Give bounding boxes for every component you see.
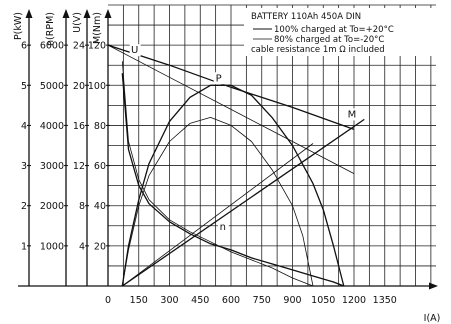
y-tick-label: 2000 xyxy=(40,201,64,212)
y-tick-label: 20 xyxy=(73,81,85,92)
curve-label: M xyxy=(348,109,357,120)
curve-n-80 xyxy=(121,61,314,287)
legend-title: BATTERY 110Ah 450A DIN xyxy=(251,12,361,22)
curve-u-100 xyxy=(107,44,355,131)
legend-text-cable: cable resistance 1m Ω included xyxy=(251,45,385,55)
y-tick-label: 100 xyxy=(88,81,106,92)
y-axis-arrow xyxy=(62,9,70,18)
y-tick-label: 3000 xyxy=(40,161,64,172)
x-axis-arrow xyxy=(429,282,438,290)
x-tick-label: 900 xyxy=(283,295,301,306)
curve-p-100 xyxy=(121,84,345,287)
curve-label: P xyxy=(216,73,222,84)
y-axis-arrow xyxy=(104,9,112,18)
x-tick-label: 750 xyxy=(253,295,271,306)
y-axis-label: P(kW) xyxy=(13,12,24,40)
x-tick-label: 150 xyxy=(130,295,148,306)
y-tick-label: 4 xyxy=(21,121,27,132)
y-tick-label: 4000 xyxy=(40,121,64,132)
y-tick-label: 80 xyxy=(94,121,106,132)
y-axis-label: M(Nm) xyxy=(92,12,103,44)
curve-label-bg xyxy=(346,108,358,121)
y-tick-label: 24 xyxy=(73,41,85,52)
x-tick-label: 0 xyxy=(105,295,111,306)
y-tick-label: 5 xyxy=(21,81,27,92)
y-tick-label: 40 xyxy=(94,201,106,212)
y-tick-label: 3 xyxy=(21,161,27,172)
curve-m-100 xyxy=(121,118,365,287)
x-tick-label: 1350 xyxy=(373,295,397,306)
curves: U P Mn xyxy=(107,44,365,287)
y-tick-label: 6000 xyxy=(40,41,64,52)
y-tick-label: 5000 xyxy=(40,81,64,92)
y-tick-label: 16 xyxy=(73,121,85,132)
curve-u-80 xyxy=(107,44,355,174)
x-tick-label: 600 xyxy=(222,295,240,306)
curve-p-80 xyxy=(121,117,314,287)
y-axis-label: n(RPM) xyxy=(45,12,56,46)
y-tick-label: 1000 xyxy=(40,241,64,252)
curve-label-bg xyxy=(129,44,141,57)
y-tick-label: 120 xyxy=(88,41,106,52)
y-tick-label: 12 xyxy=(73,161,85,172)
x-tick-label: 300 xyxy=(160,295,178,306)
y-axis-arrow xyxy=(83,9,91,18)
y-axis-arrow xyxy=(25,9,33,18)
y-axis-label: U(V) xyxy=(72,12,83,33)
y-tick-label: 1 xyxy=(21,241,27,252)
y-tick-label: 4 xyxy=(79,241,85,252)
axes: 0 150 300 450 600 750 900 1050 1200 1350 I(A) P(kW)… xyxy=(13,9,440,324)
y-tick-label: 6 xyxy=(21,41,27,52)
curve-label-bg xyxy=(217,220,229,233)
y-tick-label: 60 xyxy=(94,161,106,172)
curve-label-bg xyxy=(213,72,225,85)
legend-box: BATTERY 110Ah 450A DIN 100% charged at T… xyxy=(244,8,436,56)
y-tick-label: 8 xyxy=(79,201,85,212)
x-axis-label: I(A) xyxy=(424,313,441,324)
x-tick-label: 450 xyxy=(191,295,209,306)
curve-m-80 xyxy=(122,143,314,287)
curve-label: n xyxy=(220,222,226,233)
x-tick-label: 1050 xyxy=(311,295,335,306)
x-tick-label: 1200 xyxy=(342,295,366,306)
curve-label: U xyxy=(131,45,138,56)
y-tick-label: 20 xyxy=(94,241,106,252)
legend-text-80: 80% charged at To=-20°C xyxy=(274,35,384,45)
legend-text-100: 100% charged at To=+20°C xyxy=(274,25,394,35)
y-tick-label: 2 xyxy=(21,201,27,212)
